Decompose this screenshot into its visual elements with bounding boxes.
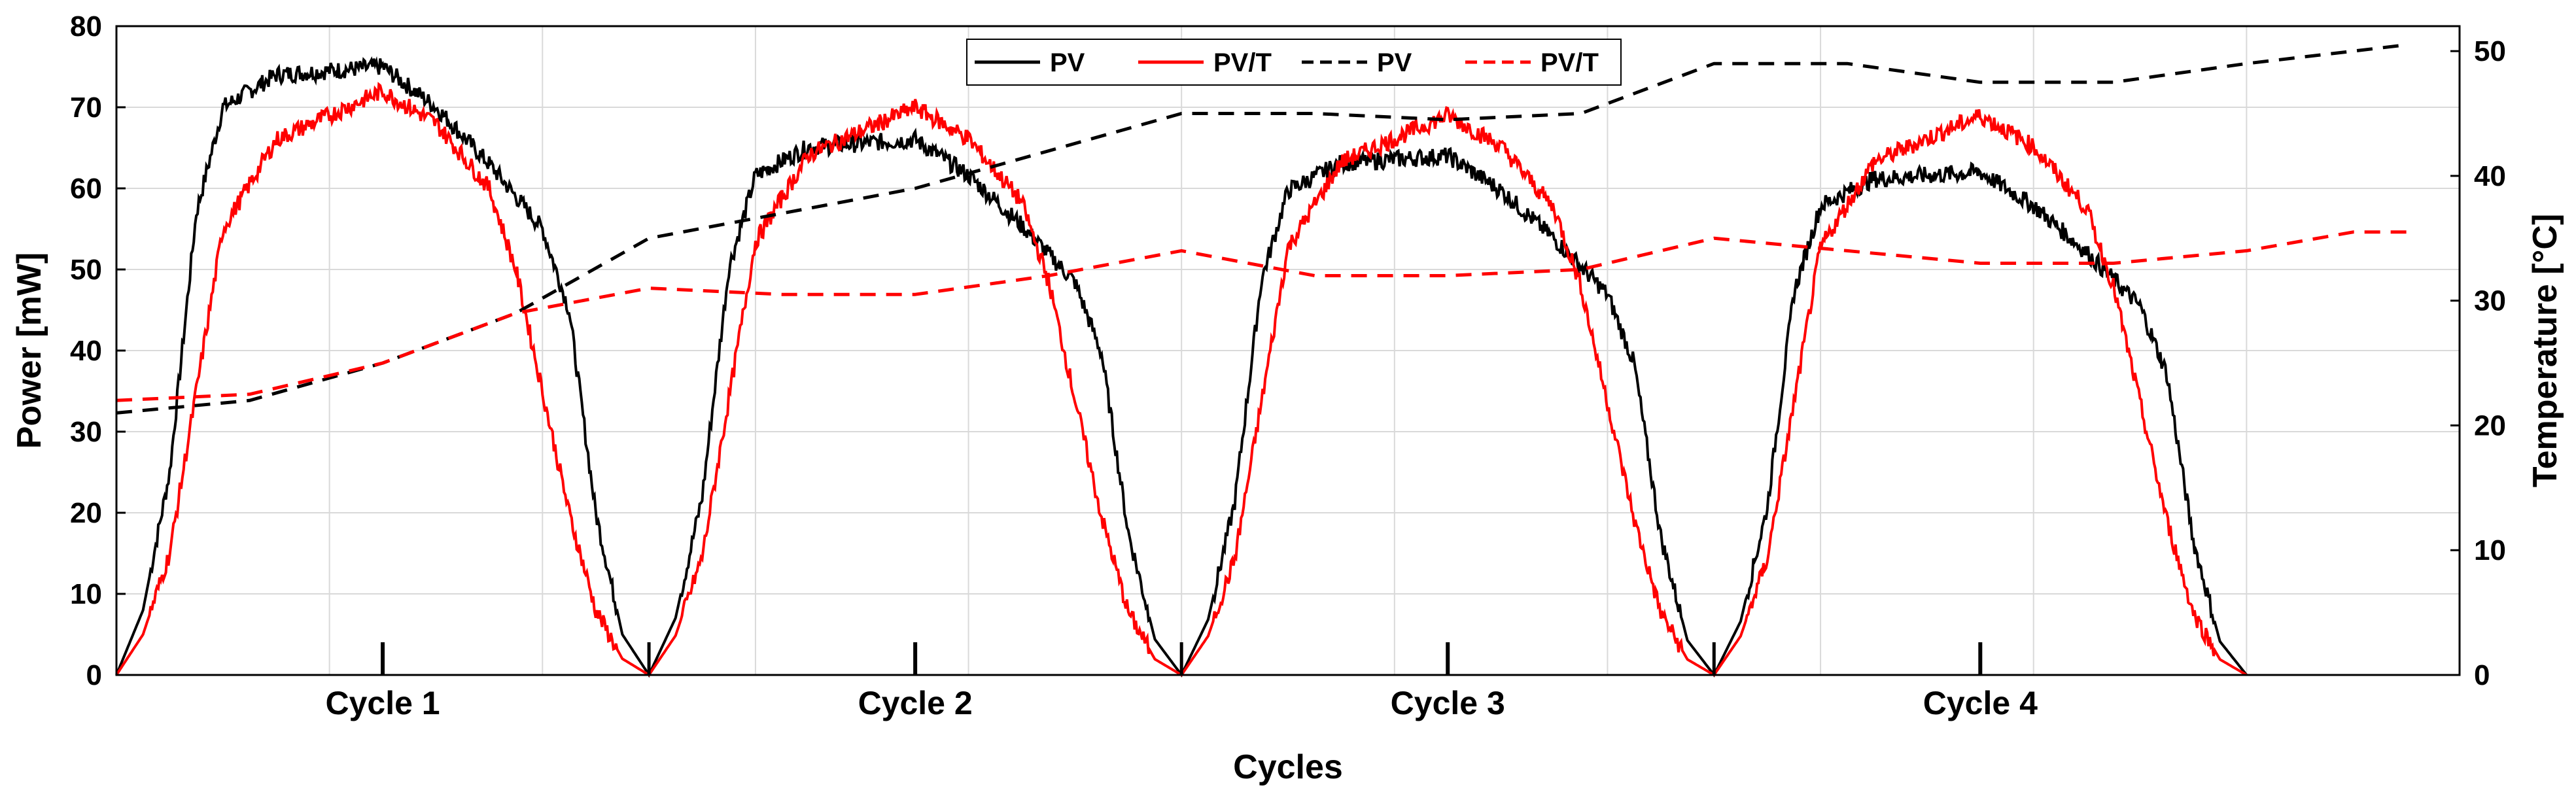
left-y-tick-label: 0 — [86, 659, 102, 691]
right-y-tick-label: 30 — [2474, 285, 2506, 317]
left-y-tick-label: 30 — [70, 416, 102, 448]
category-label: Cycle 3 — [1391, 685, 1505, 721]
left-y-tick-label: 10 — [70, 578, 102, 610]
right-y-tick-label: 50 — [2474, 35, 2506, 67]
left-y-tick-label: 80 — [70, 10, 102, 43]
right-y-tick-label: 10 — [2474, 534, 2506, 566]
right-y-tick-label: 40 — [2474, 160, 2506, 192]
legend-label: PV/T — [1213, 48, 1272, 77]
category-label: Cycle 2 — [858, 685, 973, 721]
axis-labels: Cycles Power [mW] Temperature [°C] — [10, 214, 2564, 786]
legend-label: PV — [1377, 48, 1412, 77]
left-y-tick-label: 50 — [70, 254, 102, 286]
left-y-axis-label: Power [mW] — [10, 252, 48, 449]
legend: PV PV/T PV PV/T — [966, 39, 1622, 86]
category-label: Cycle 4 — [1923, 685, 2038, 721]
axes: 0 10 20 30 40 50 60 70 80 0 10 20 30 40 50 Cycle 1 Cycle… — [70, 10, 2506, 721]
legend-label: PV/T — [1540, 48, 1599, 77]
x-axis-label: Cycles — [1233, 748, 1343, 786]
left-y-tick-label: 70 — [70, 92, 102, 124]
series-layer — [115, 43, 2407, 678]
left-y-tick-label: 20 — [70, 497, 102, 529]
right-y-tick-label: 20 — [2474, 409, 2506, 441]
right-y-tick-label: 0 — [2474, 659, 2490, 691]
left-y-tick-label: 60 — [70, 173, 102, 205]
category-label: Cycle 1 — [325, 685, 440, 721]
legend-label: PV — [1050, 48, 1085, 77]
grid — [116, 26, 2460, 676]
temperature-series-pvt-line — [116, 230, 2407, 402]
left-y-tick-label: 40 — [70, 335, 102, 367]
right-y-axis-label: Temperature [°C] — [2526, 214, 2564, 488]
